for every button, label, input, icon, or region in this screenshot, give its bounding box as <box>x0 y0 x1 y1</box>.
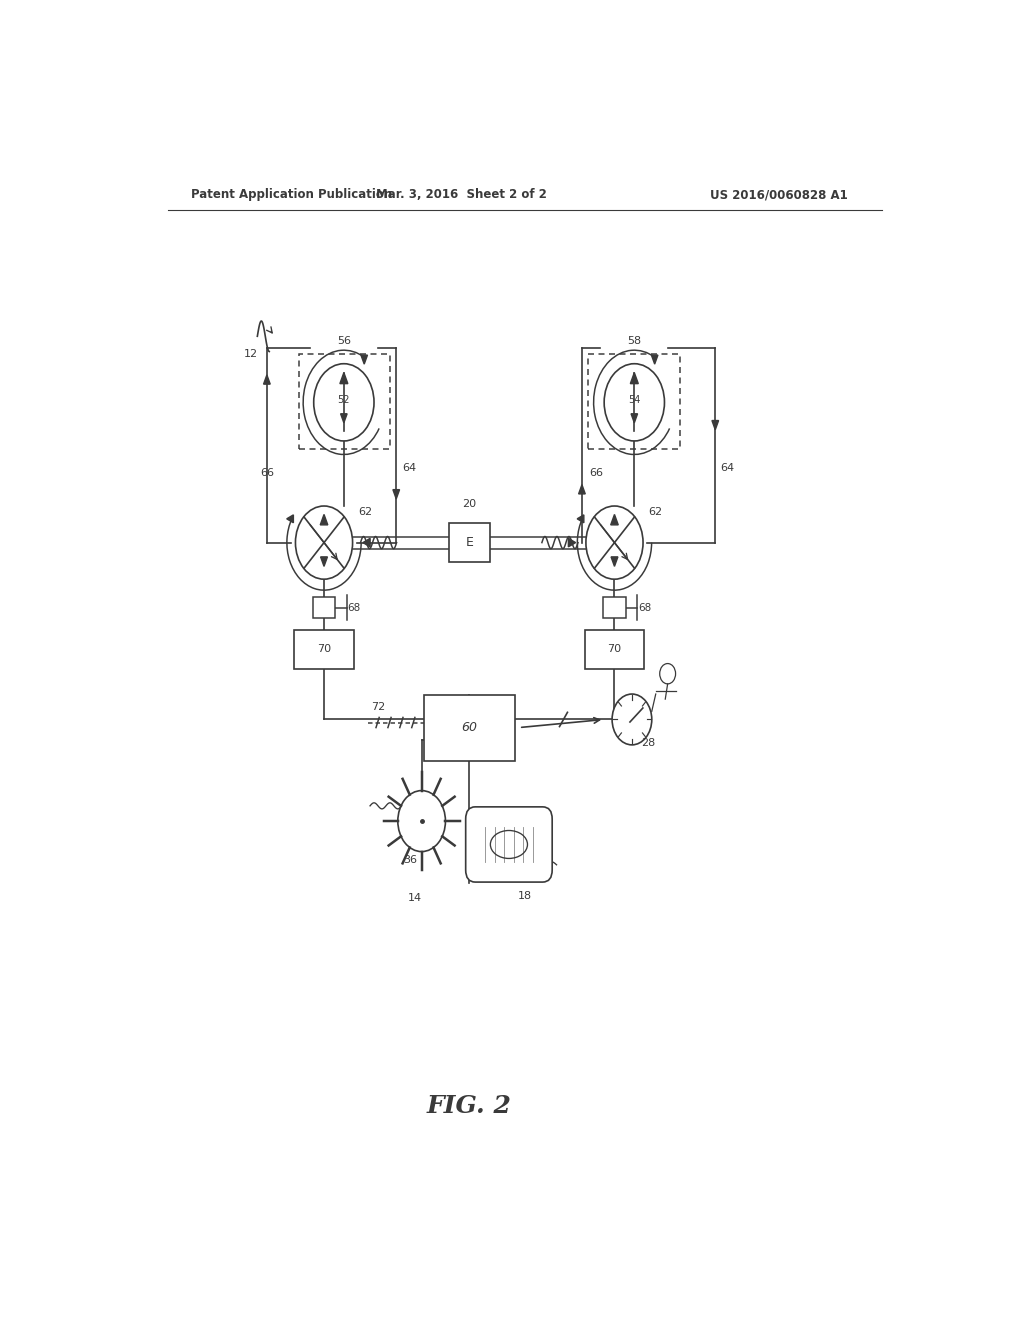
Polygon shape <box>340 372 348 384</box>
Polygon shape <box>360 355 368 364</box>
Text: E: E <box>465 536 473 549</box>
Text: 14: 14 <box>409 894 422 903</box>
Circle shape <box>313 364 374 441</box>
Polygon shape <box>321 557 328 566</box>
Text: FIG. 2: FIG. 2 <box>427 1094 512 1118</box>
Polygon shape <box>712 421 719 430</box>
Polygon shape <box>631 372 638 384</box>
Text: 62: 62 <box>358 507 373 517</box>
Text: Mar. 3, 2016  Sheet 2 of 2: Mar. 3, 2016 Sheet 2 of 2 <box>376 189 547 202</box>
Polygon shape <box>651 355 658 364</box>
Polygon shape <box>631 413 638 422</box>
Circle shape <box>612 694 652 744</box>
Circle shape <box>397 791 445 851</box>
Text: 66: 66 <box>260 469 273 478</box>
Bar <box>424 694 515 760</box>
Polygon shape <box>578 515 584 523</box>
Polygon shape <box>611 557 617 566</box>
Circle shape <box>296 506 352 579</box>
Text: 18: 18 <box>518 891 531 902</box>
Bar <box>585 630 644 669</box>
Polygon shape <box>568 539 575 546</box>
Polygon shape <box>287 515 294 523</box>
Text: 70: 70 <box>317 644 331 655</box>
Bar <box>588 354 680 449</box>
Text: 36: 36 <box>402 855 417 865</box>
Text: 60: 60 <box>461 721 477 734</box>
Polygon shape <box>341 413 347 422</box>
Text: 28: 28 <box>641 738 655 748</box>
Text: 68: 68 <box>347 603 360 612</box>
Bar <box>313 598 335 618</box>
Text: 52: 52 <box>338 396 350 405</box>
Polygon shape <box>263 375 270 384</box>
Polygon shape <box>362 539 370 546</box>
Bar <box>449 523 489 562</box>
Text: 58: 58 <box>628 337 641 346</box>
Text: 56: 56 <box>337 337 351 346</box>
Polygon shape <box>393 490 399 499</box>
Text: 72: 72 <box>371 702 385 713</box>
Text: 64: 64 <box>720 463 734 474</box>
Polygon shape <box>321 515 328 525</box>
Text: 68: 68 <box>638 603 651 612</box>
Text: 64: 64 <box>402 463 417 474</box>
Bar <box>603 598 626 618</box>
Text: 54: 54 <box>628 396 640 405</box>
Text: 70: 70 <box>607 644 622 655</box>
Polygon shape <box>579 484 586 494</box>
Text: 20: 20 <box>462 499 476 510</box>
Text: 12: 12 <box>244 348 258 359</box>
Polygon shape <box>610 515 618 525</box>
Bar <box>299 354 390 449</box>
Text: 62: 62 <box>648 507 663 517</box>
FancyBboxPatch shape <box>466 807 552 882</box>
Circle shape <box>586 506 643 579</box>
Text: US 2016/0060828 A1: US 2016/0060828 A1 <box>710 189 848 202</box>
Bar <box>294 630 353 669</box>
Text: Patent Application Publication: Patent Application Publication <box>191 189 393 202</box>
Circle shape <box>604 364 665 441</box>
Text: 66: 66 <box>589 469 603 478</box>
